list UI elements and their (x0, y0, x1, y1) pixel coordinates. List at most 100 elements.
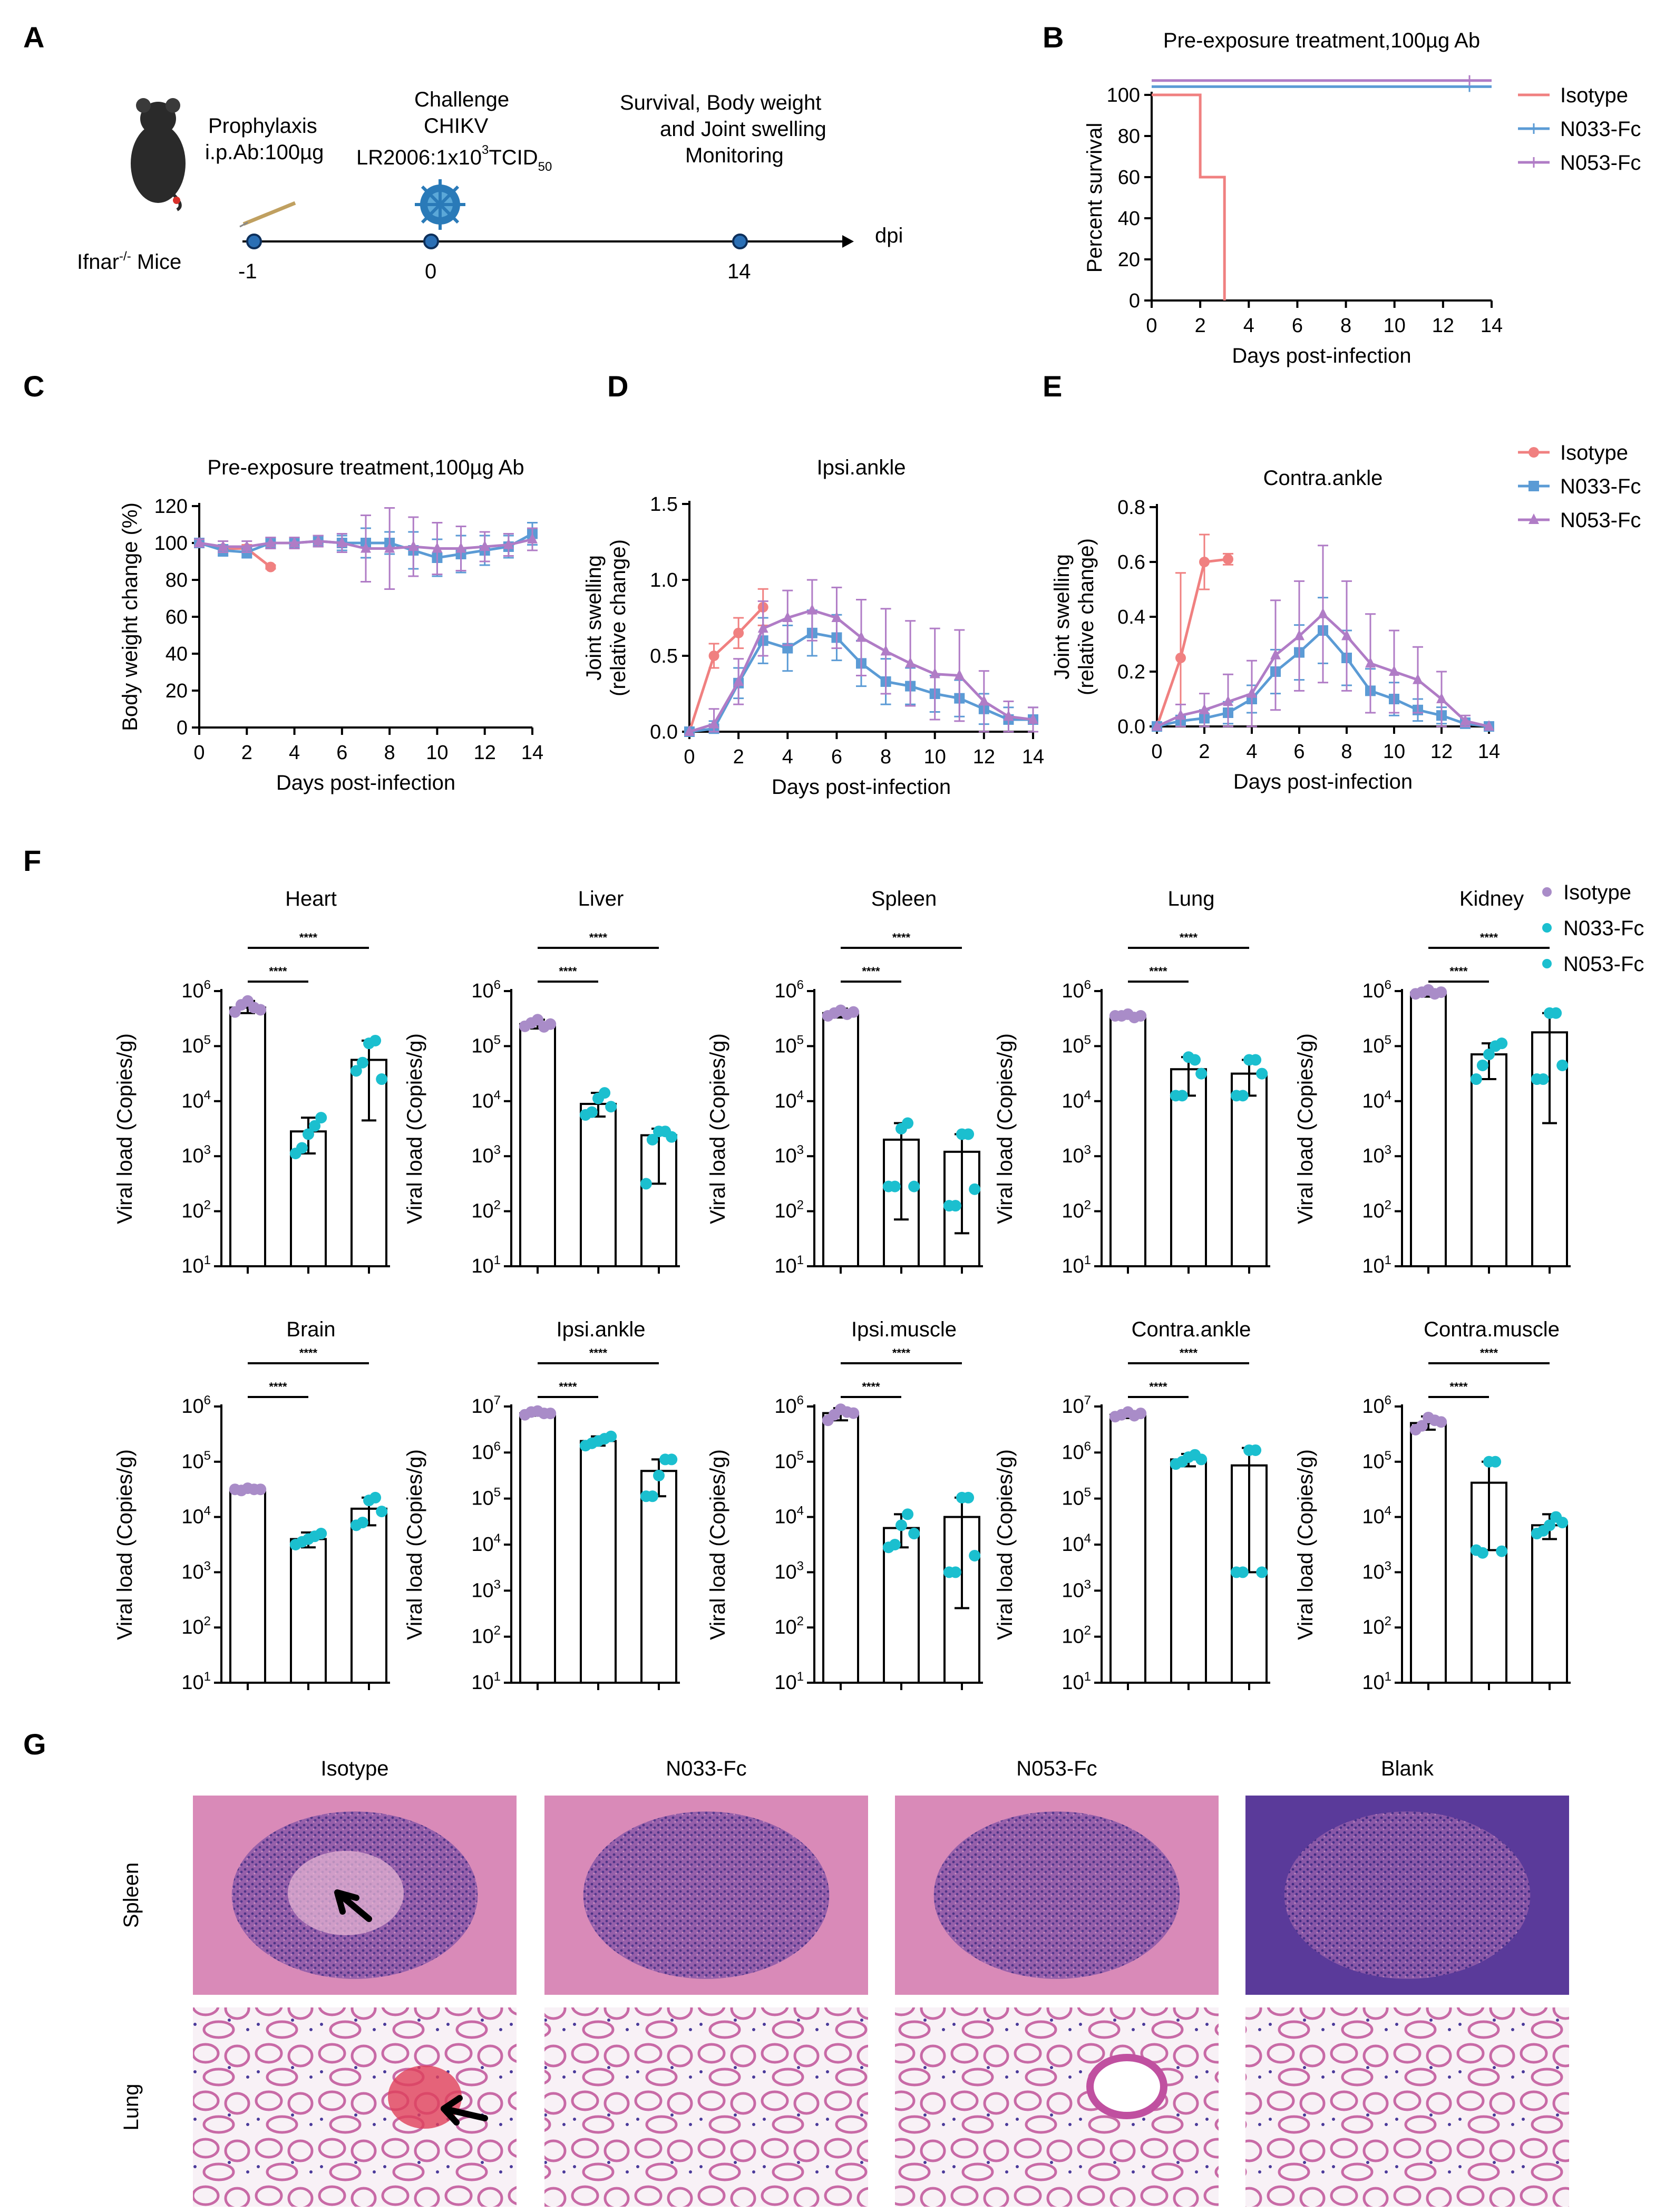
data-point (1341, 629, 1352, 641)
challenge-dose-unit: TCID (489, 146, 538, 169)
y-tick-label: 102 (774, 1198, 804, 1223)
x-tick-label: 8 (1341, 741, 1352, 763)
data-point (1199, 703, 1210, 714)
data-point (1490, 1456, 1502, 1468)
data-point (653, 1470, 665, 1481)
x-tick-label: 12 (1432, 315, 1454, 337)
panel-label-a: A (23, 21, 44, 54)
data-point (1256, 1068, 1268, 1080)
y-tick-label: 105 (774, 1033, 804, 1057)
bar-charts: Heart 101 102 103 104 105 106 Viral load (Copie… (113, 881, 1644, 1694)
data-point (889, 1539, 901, 1550)
x-tick-label: 6 (336, 742, 347, 764)
tissue-background (895, 2007, 1219, 2207)
data-point (969, 1183, 981, 1195)
y-axis-label-2: (relative change) (607, 539, 630, 696)
y-axis-label: Joint swelling (582, 555, 606, 681)
sig-stars: **** (862, 965, 880, 978)
legend-label: Isotype (1563, 881, 1631, 904)
y-tick-label: 0.0 (650, 721, 678, 743)
data-point (889, 1180, 901, 1192)
data-point (1389, 665, 1399, 676)
mouse-strain-sup: -/- (119, 249, 131, 264)
series-line (1155, 558, 1229, 727)
sig-stars: **** (559, 965, 577, 978)
data-point (1413, 673, 1423, 684)
y-tick-label: 104 (774, 1504, 804, 1528)
bar (1531, 1524, 1568, 1684)
legend-item-n033-fc: N033-Fc (1518, 118, 1641, 141)
data-point (848, 1006, 860, 1018)
data-point (255, 1483, 267, 1496)
y-tick-label: 101 (774, 1670, 804, 1694)
y-tick-label: 101 (774, 1253, 804, 1277)
data-point (605, 1101, 617, 1113)
data-point (1176, 1090, 1188, 1102)
arrow-icon (334, 1889, 372, 1922)
data-point (315, 1112, 327, 1124)
histology-image-lung-isotype (193, 2007, 517, 2207)
x-tick-label: 6 (1292, 315, 1303, 337)
y-tick-label: 104 (774, 1088, 804, 1112)
f-legend-item: N033-Fc (1542, 917, 1644, 940)
y-tick-label: 102 (471, 1624, 501, 1648)
data-point (336, 537, 347, 547)
y-tick-label: 1.0 (650, 569, 678, 591)
y-tick-label: 0.5 (650, 645, 678, 667)
x-tick-label: 12 (973, 746, 995, 768)
y-tick-label: 20 (1118, 249, 1140, 271)
data-point (384, 542, 395, 553)
tissue-hemorrhage (388, 2065, 462, 2129)
bar (1109, 1014, 1146, 1267)
challenge-dose-sub: 50 (538, 160, 552, 174)
y-tick-label: 104 (181, 1504, 211, 1528)
bar-chart-contra-muscle: Contra.muscle 101 102 103 104 105 106 Viral loa… (1294, 1318, 1571, 1694)
x-tick-label: 0 (1151, 741, 1162, 763)
data-point (908, 1528, 920, 1540)
legend-label: N033-Fc (1560, 118, 1641, 141)
bar-chart-contra-ankle: Contra.ankle 101 102 103 104 105 106 107 Viral l… (994, 1318, 1270, 1694)
series-isotype (1152, 93, 1226, 300)
x-tick-label: 12 (474, 742, 496, 764)
data-point (1195, 1068, 1208, 1080)
bar-chart-ipsi-ankle: Ipsi.ankle 101 102 103 104 105 106 107 Viral loa… (403, 1318, 680, 1694)
sig-stars: **** (269, 1380, 287, 1393)
bar-chart-title: Contra.ankle (1132, 1318, 1251, 1341)
timeline-unit: dpi (875, 224, 903, 247)
challenge-dose: LR2006:1x10 (356, 146, 482, 169)
x-tick-label: 2 (733, 746, 744, 768)
bar (640, 1470, 677, 1684)
y-tick-label: 104 (471, 1088, 501, 1112)
y-tick-label: 106 (471, 1439, 501, 1463)
sig-stars: **** (589, 931, 608, 944)
bar (1410, 992, 1447, 1267)
x-tick-label: 8 (880, 746, 891, 768)
y-tick-label: 104 (471, 1531, 501, 1556)
y-tick-label: 105 (181, 1033, 211, 1057)
data-point (1195, 1453, 1208, 1466)
data-point (309, 1120, 321, 1132)
sig-stars: **** (1449, 965, 1468, 978)
y-tick-label: 103 (774, 1559, 804, 1583)
y-tick-label: 103 (774, 1143, 804, 1167)
data-point (949, 1566, 961, 1578)
data-point (1294, 629, 1304, 641)
data-point (1483, 1049, 1495, 1061)
legend-marker (1542, 887, 1552, 897)
syringe-icon (239, 201, 296, 228)
data-point (356, 1517, 368, 1529)
legend-label: Isotype (1560, 441, 1628, 464)
series-n053-fc (1152, 545, 1494, 731)
data-point (708, 717, 719, 729)
mouse-strain-label: Ifnar (77, 250, 119, 274)
bar-chart-title: Spleen (871, 887, 937, 910)
data-point (1537, 1073, 1549, 1085)
data-point (369, 1491, 382, 1503)
f-legend-item: Isotype (1542, 881, 1631, 904)
sig-stars: **** (1480, 1346, 1498, 1360)
y-tick-label: 0.0 (1117, 716, 1145, 738)
data-point (265, 561, 276, 573)
data-point (1476, 1547, 1488, 1559)
data-point (296, 1142, 308, 1154)
x-axis-label: Days post-infection (1233, 770, 1413, 793)
